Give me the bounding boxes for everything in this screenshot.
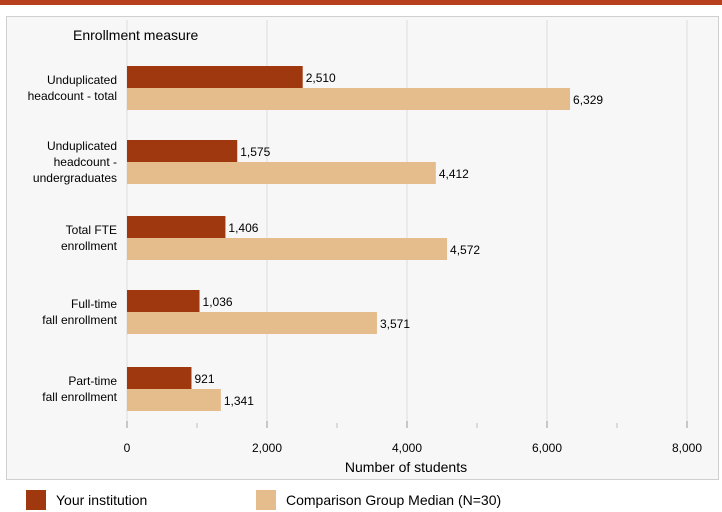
bar-series-2-cat-5 bbox=[127, 389, 221, 411]
bar-series-1-cat-1 bbox=[127, 66, 303, 88]
bar-value-label-series-1-cat-3: 1,406 bbox=[228, 221, 258, 235]
chart-title: Enrollment measure bbox=[73, 27, 198, 43]
x-tick-label-3: 6,000 bbox=[532, 441, 562, 455]
bar-series-1-cat-2 bbox=[127, 140, 238, 162]
category-label-5-line-1: Part-time bbox=[68, 374, 117, 388]
legend: Your institution Comparison Group Median… bbox=[0, 486, 722, 512]
x-axis-title: Number of students bbox=[345, 459, 467, 475]
bar-value-label-series-2-cat-1: 6,329 bbox=[573, 93, 603, 107]
legend-swatch-series-2 bbox=[256, 490, 276, 510]
category-label-2-line-3: undergraduates bbox=[33, 171, 117, 185]
top-accent-rule bbox=[0, 0, 722, 5]
bar-value-label-series-1-cat-5: 921 bbox=[194, 372, 214, 386]
bar-series-1-cat-5 bbox=[127, 367, 192, 389]
bar-value-label-series-2-cat-4: 3,571 bbox=[380, 317, 410, 331]
chart: 0 2,000 4,000 6,000 8,000 Enrollment measure N… bbox=[28, 20, 702, 475]
category-label-1-line-1: Unduplicated bbox=[47, 73, 117, 87]
bar-series-2-cat-1 bbox=[127, 88, 571, 110]
bar-series-2-cat-2 bbox=[127, 162, 436, 184]
bar-value-label-series-1-cat-2: 1,575 bbox=[240, 145, 270, 159]
legend-label-series-2: Comparison Group Median (N=30) bbox=[286, 492, 502, 508]
bar-value-label-series-1-cat-1: 2,510 bbox=[306, 71, 336, 85]
legend-swatch-series-1 bbox=[26, 490, 46, 510]
x-tick-label-1: 2,000 bbox=[252, 441, 282, 455]
category-label-4-line-1: Full-time bbox=[71, 297, 117, 311]
x-tick-label-4: 8,000 bbox=[672, 441, 702, 455]
x-tick-label-0: 0 bbox=[124, 441, 131, 455]
category-label-2-line-2: headcount - bbox=[54, 155, 117, 169]
category-label-5-line-2: fall enrollment bbox=[42, 390, 117, 404]
category-label-2-line-1: Unduplicated bbox=[47, 139, 117, 153]
legend-item-series-1: Your institution bbox=[26, 490, 147, 510]
category-label-3-line-1: Total FTE bbox=[66, 223, 117, 237]
bar-value-label-series-2-cat-3: 4,572 bbox=[450, 243, 480, 257]
bar-series-2-cat-3 bbox=[127, 238, 448, 260]
category-label-3-line-2: enrollment bbox=[61, 239, 118, 253]
legend-label-series-1: Your institution bbox=[56, 492, 148, 508]
bar-series-1-cat-3 bbox=[127, 216, 226, 238]
legend-item-series-2: Comparison Group Median (N=30) bbox=[256, 490, 501, 510]
bar-value-label-series-2-cat-2: 4,412 bbox=[439, 167, 469, 181]
bar-value-label-series-2-cat-5: 1,341 bbox=[224, 394, 254, 408]
x-tick-label-2: 4,000 bbox=[392, 441, 422, 455]
bar-value-label-series-1-cat-4: 1,036 bbox=[203, 295, 233, 309]
bar-series-2-cat-4 bbox=[127, 312, 377, 334]
category-label-4-line-2: fall enrollment bbox=[42, 313, 117, 327]
bar-series-1-cat-4 bbox=[127, 290, 200, 312]
category-label-1-line-2: headcount - total bbox=[28, 89, 117, 103]
